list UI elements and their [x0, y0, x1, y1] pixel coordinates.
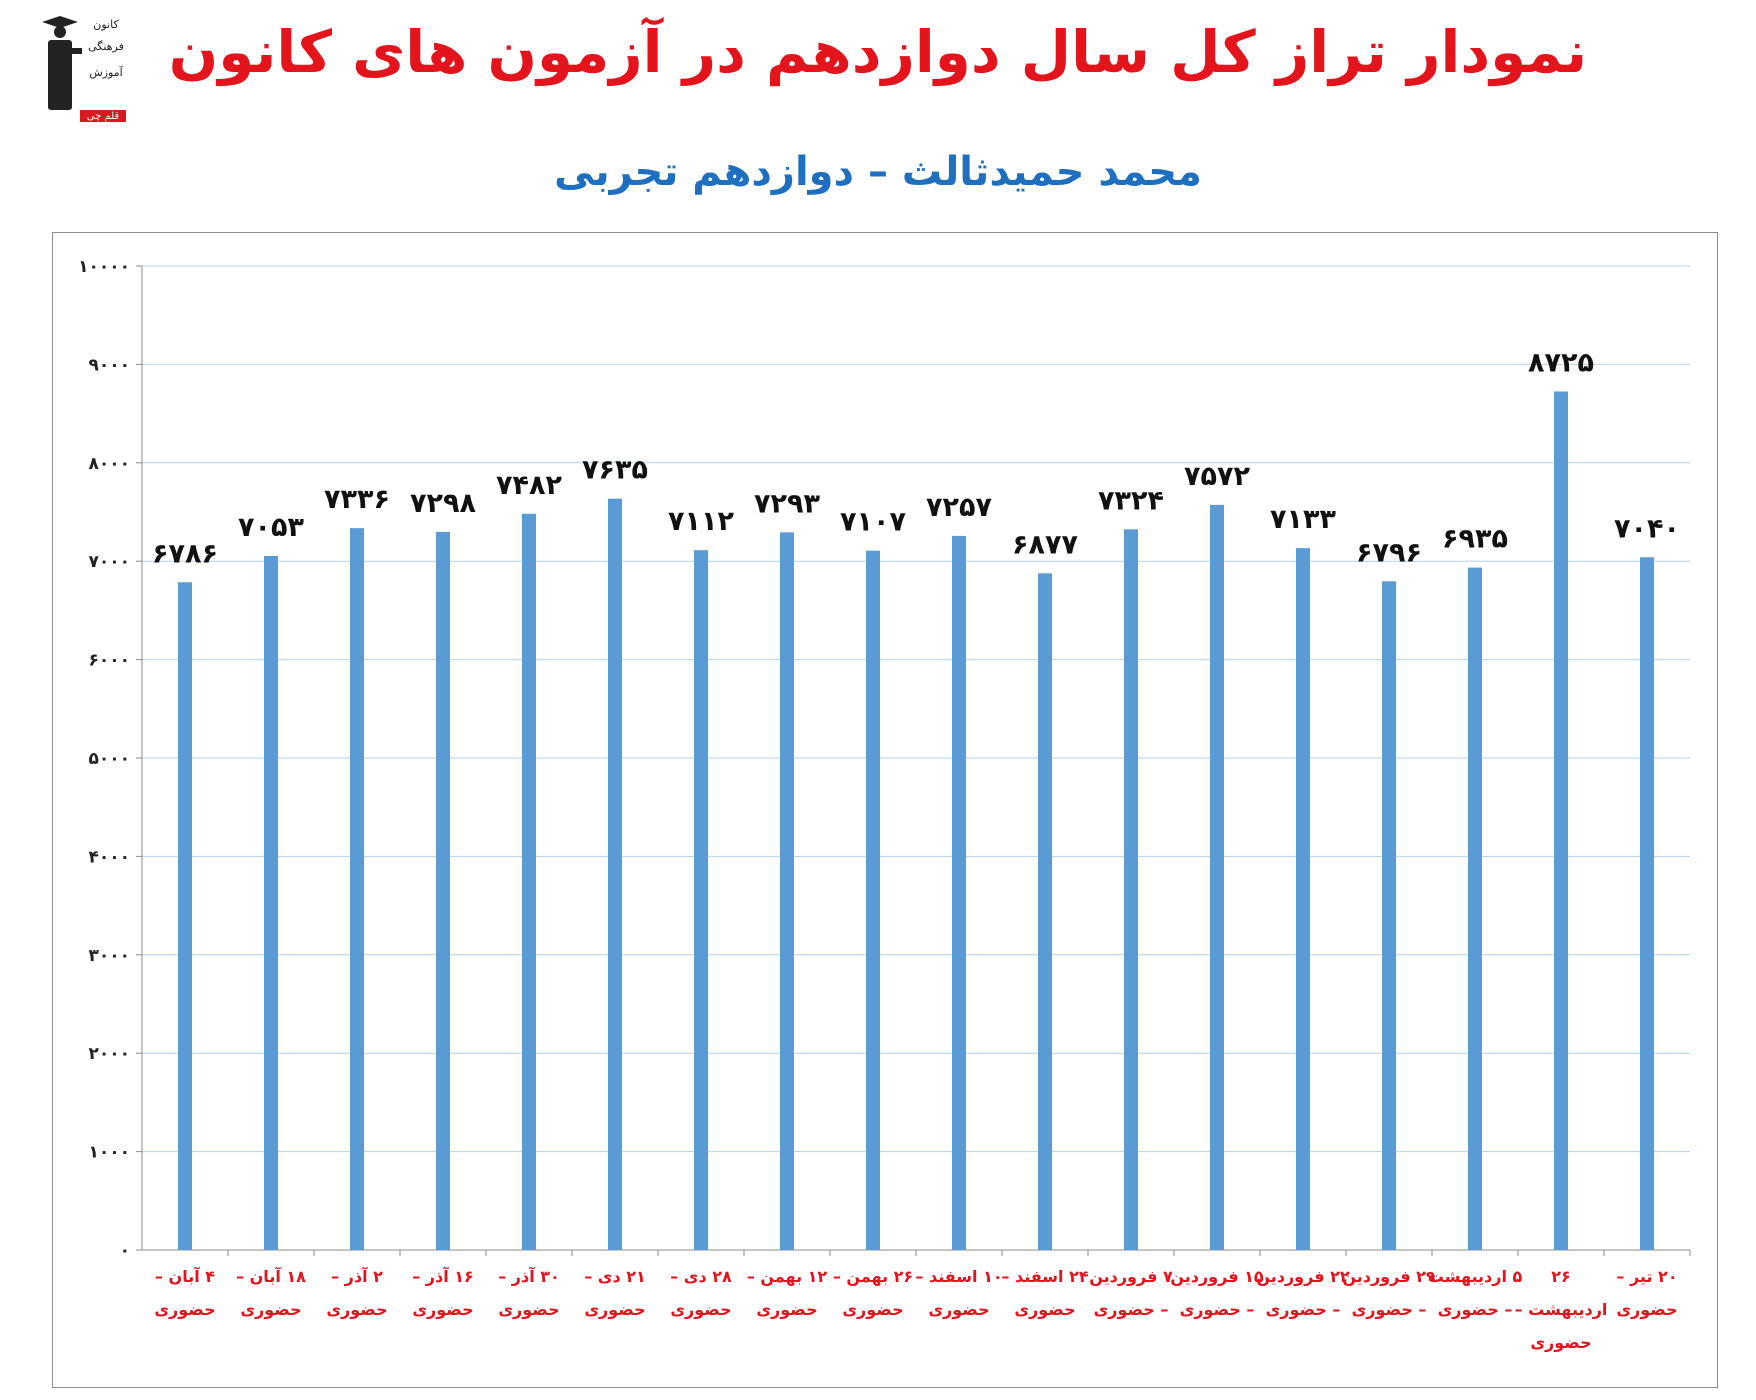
logo-text-line-2: فرهنگی [88, 40, 124, 53]
kanoon-logo: کانون فرهنگی آموزش قلم چی [40, 14, 130, 122]
chart-subtitle: محمد حمیدثالث – دوازدهم تجربی [554, 149, 1202, 195]
logo-text-line-1: کانون [93, 18, 119, 31]
logo-text-line-3: آموزش [89, 65, 123, 79]
chart-frame [52, 232, 1718, 1388]
chart-title: نمودار تراز کل سال دوازدهم در آزمون های … [168, 18, 1588, 86]
logo-text-line-4: قلم چی [87, 111, 120, 122]
